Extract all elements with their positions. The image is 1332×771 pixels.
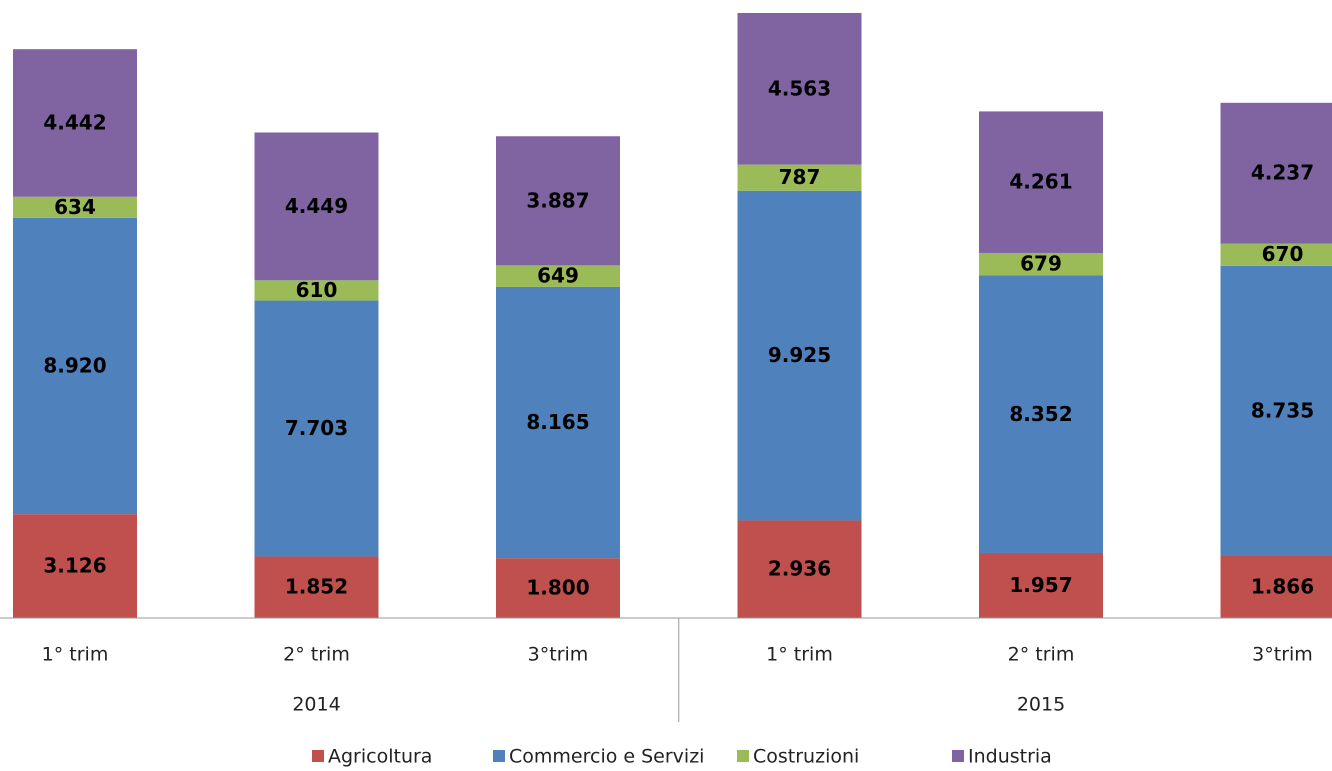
bar-segment (13, 196, 137, 218)
bar-segment (496, 286, 620, 559)
legend-swatch (493, 750, 505, 762)
bar-segment (13, 514, 137, 618)
data-label: 670 (1262, 242, 1304, 266)
bar-segment (496, 265, 620, 287)
bar-segment (1220, 102, 1332, 244)
x-tick-label: 1° trim (766, 644, 833, 666)
data-label: 1.866 (1251, 575, 1314, 599)
data-label: 2.936 (768, 557, 831, 581)
legend-label: Agricoltura (328, 746, 432, 768)
data-label: 634 (54, 195, 96, 219)
data-label: 8.165 (526, 410, 589, 434)
data-label: 4.237 (1251, 161, 1314, 185)
data-label: 3.126 (43, 554, 106, 578)
x-group-label: 2015 (1017, 694, 1065, 716)
legend-label: Costruzioni (753, 746, 859, 768)
bar-segment (737, 190, 862, 521)
data-label: 3.887 (526, 188, 589, 212)
bar-segment (254, 556, 379, 618)
bar-segment (13, 217, 137, 515)
bar-segment (254, 300, 379, 557)
bar-segment (737, 13, 862, 165)
data-label: 610 (296, 278, 338, 302)
legend-label: Industria (968, 746, 1052, 768)
bar-segment (737, 164, 862, 191)
data-label: 787 (779, 165, 821, 189)
bar-segment (979, 275, 1103, 553)
data-label: 8.920 (43, 353, 106, 377)
bar-segment (979, 111, 1103, 253)
legend-swatch (312, 750, 324, 762)
data-label: 7.703 (285, 416, 348, 440)
data-label: 4.442 (43, 110, 106, 134)
bar-segment (1220, 265, 1332, 557)
x-tick-label: 1° trim (42, 644, 109, 666)
bar-segment (1220, 243, 1332, 266)
data-label: 1.800 (526, 576, 589, 600)
bar-segment (254, 132, 379, 281)
bar-segment (979, 552, 1103, 618)
data-label: 679 (1020, 252, 1062, 276)
x-tick-label: 2° trim (283, 644, 350, 666)
bar-segment (254, 280, 379, 301)
data-label: 8.352 (1009, 402, 1072, 426)
x-tick-label: 2° trim (1008, 644, 1075, 666)
data-label: 8.735 (1251, 398, 1314, 422)
x-tick-label: 3°trim (1252, 644, 1313, 666)
legend-swatch (737, 750, 749, 762)
data-label: 4.449 (285, 194, 348, 218)
bar-segment (496, 136, 620, 266)
data-label: 1.852 (285, 575, 348, 599)
bar-segment (1220, 556, 1332, 618)
legend-swatch (952, 750, 964, 762)
bar-segment (979, 252, 1103, 276)
data-label: 4.261 (1009, 170, 1072, 194)
data-label: 4.563 (768, 76, 831, 100)
x-tick-label: 3°trim (528, 644, 589, 666)
bar-segment (737, 520, 862, 618)
bar-segment (496, 558, 620, 618)
data-label: 9.925 (768, 343, 831, 367)
legend-label: Commercio e Servizi (509, 746, 704, 768)
data-label: 649 (537, 264, 579, 288)
data-label: 1.957 (1009, 573, 1072, 597)
x-group-label: 2014 (292, 694, 340, 716)
bar-segment (13, 49, 137, 197)
